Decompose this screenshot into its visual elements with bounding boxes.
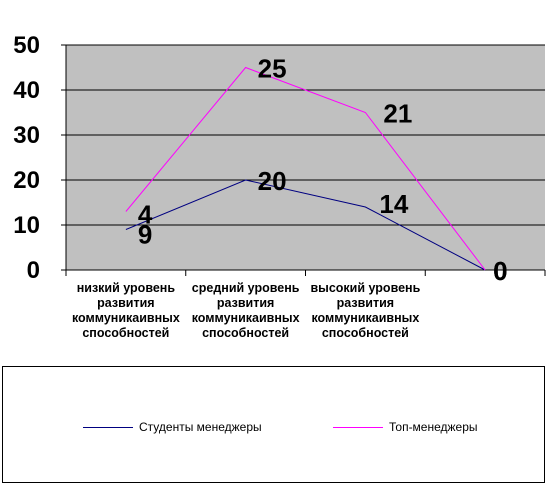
data-label: 0	[493, 256, 507, 286]
y-tick-label: 20	[13, 167, 40, 194]
data-label: 9	[138, 220, 152, 250]
y-tick-label: 50	[13, 32, 40, 59]
data-label: 20	[258, 166, 287, 196]
plot-area	[66, 45, 545, 270]
y-tick-label: 40	[13, 77, 40, 104]
legend-label-top-managers: Топ-менеджеры	[389, 420, 478, 434]
legend-label-students: Студенты менеджеры	[139, 420, 262, 434]
y-tick-label: 0	[27, 257, 40, 284]
line-chart: 0 10 20 30 40 50 9 20 14 0 4 25 21 0	[13, 32, 546, 287]
data-label: 4	[138, 200, 153, 230]
series-line-0	[125, 179, 486, 271]
series-line-1	[125, 66, 486, 271]
axes	[61, 44, 546, 276]
series-lines	[125, 66, 486, 271]
legend-item-students: Студенты менеджеры	[83, 419, 262, 435]
y-tick-label: 10	[13, 212, 40, 239]
legend-swatch-top-managers	[333, 426, 383, 428]
legend-item-top-managers: Топ-менеджеры	[333, 419, 478, 435]
data-label: 25	[258, 54, 287, 84]
y-tick-labels: 0 10 20 30 40 50	[13, 32, 40, 284]
x-tick-label: средний уровень развития коммуникаивных спо…	[191, 281, 300, 340]
legend: Студенты менеджеры Топ-менеджеры	[2, 366, 545, 483]
y-tick-label: 30	[13, 122, 40, 149]
x-tick-label: высокий уровень развития коммуникаивных спо…	[310, 281, 421, 340]
legend-swatch-students	[83, 426, 133, 428]
data-label: 21	[383, 99, 412, 129]
data-label: 14	[379, 189, 408, 219]
data-label: 0	[493, 256, 507, 286]
x-tick-label: низкий уровень развития коммуникаивных спос…	[71, 281, 180, 340]
